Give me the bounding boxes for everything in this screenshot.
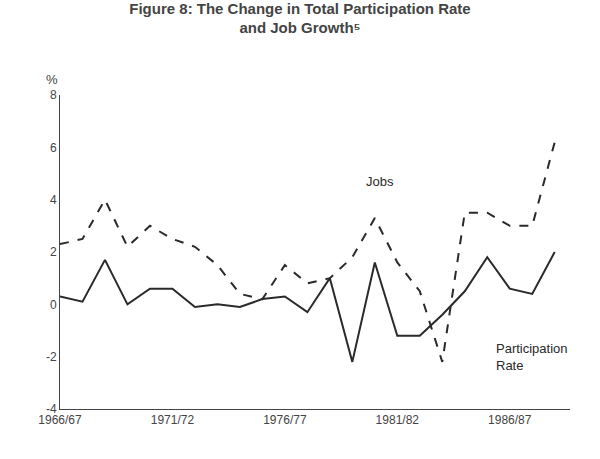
svg-text:Figure 8: The Change in Total: Figure 8: The Change in Total Participat… <box>129 0 470 36</box>
svg-text:8: 8 <box>50 88 57 102</box>
svg-text:1986/87: 1986/87 <box>488 413 532 427</box>
svg-text:1981/82: 1981/82 <box>376 413 420 427</box>
svg-text:6: 6 <box>50 141 57 155</box>
svg-text:Jobs: Jobs <box>366 174 394 189</box>
svg-text:ParticipationRate: ParticipationRate <box>496 341 568 373</box>
svg-text:1966/67: 1966/67 <box>38 413 82 427</box>
svg-text:4: 4 <box>50 193 57 207</box>
svg-text:-4: -4 <box>46 402 57 416</box>
svg-text:1971/72: 1971/72 <box>151 413 195 427</box>
svg-text:1976/77: 1976/77 <box>263 413 307 427</box>
svg-text:-2: -2 <box>46 350 57 364</box>
svg-text:2: 2 <box>50 245 57 259</box>
svg-text:%: % <box>46 72 58 87</box>
svg-text:0: 0 <box>50 298 57 312</box>
